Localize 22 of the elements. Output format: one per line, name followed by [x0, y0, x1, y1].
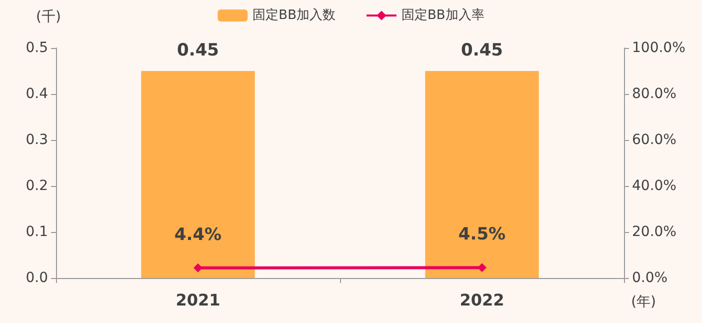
y-tick-label: 0.0: [26, 270, 48, 286]
legend-label: 固定BB加入率: [402, 7, 484, 23]
y-tick-label: 0.3: [26, 132, 48, 148]
data-label: 0.45: [177, 40, 219, 60]
x-tick-label: 2022: [460, 290, 504, 310]
y2-tick-label: 60.0%: [632, 132, 676, 148]
data-label: 4.4%: [174, 224, 222, 245]
y2-tick-label: 100.0%: [632, 40, 686, 56]
y2-tick-label: 80.0%: [632, 86, 676, 102]
y2-tick-label: 20.0%: [632, 224, 676, 240]
y-tick-label: 0.1: [26, 224, 48, 240]
legend-label: 固定BB加入数: [252, 8, 336, 23]
x-axis-title: (年): [631, 294, 656, 310]
data-label: 4.5%: [458, 224, 506, 245]
y-axis-title: (千): [36, 9, 61, 25]
data-label: 0.45: [461, 40, 503, 60]
y2-tick-label: 40.0%: [632, 178, 676, 194]
y-tick-label: 0.4: [26, 86, 48, 102]
y2-tick-label: 0.0%: [632, 270, 668, 286]
x-tick-label: 2021: [176, 290, 220, 310]
y-tick-label: 0.2: [26, 178, 48, 194]
y-tick-label: 0.5: [26, 40, 48, 56]
